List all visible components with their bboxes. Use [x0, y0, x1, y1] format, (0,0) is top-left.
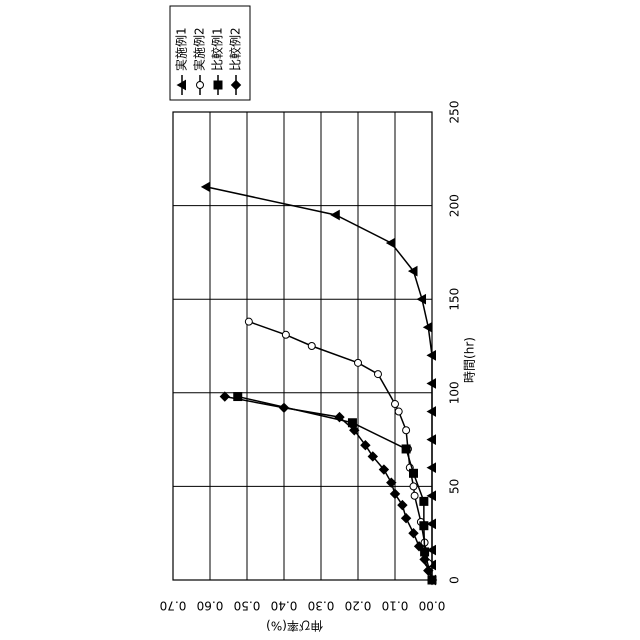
series-line — [206, 187, 432, 580]
marker — [308, 343, 315, 350]
marker — [409, 529, 418, 538]
y-tick-label: 0.40 — [271, 599, 298, 613]
marker — [410, 483, 417, 490]
y-tick-label: 0.70 — [160, 599, 187, 613]
x-tick-label: 0 — [448, 576, 462, 584]
plot-frame — [173, 112, 432, 580]
y-axis-label: 伸び率(%) — [266, 619, 323, 634]
y-tick-label: 0.00 — [419, 599, 446, 613]
x-axis-label: 時間(hr) — [463, 337, 477, 383]
marker — [280, 403, 289, 412]
marker — [387, 239, 395, 248]
y-tick-label: 0.50 — [234, 599, 261, 613]
marker — [331, 210, 339, 219]
marker — [214, 81, 222, 89]
y-tick-label: 0.60 — [197, 599, 224, 613]
chart: 0.00 0.10 0.20 0.30 0.40 0.50 0.60 0.70 0 50 100 15… — [0, 0, 640, 640]
marker — [420, 522, 428, 530]
marker — [282, 331, 289, 338]
x-tick-label: 150 — [448, 288, 462, 311]
marker — [245, 318, 252, 325]
legend-label: 比較例1 — [210, 27, 225, 71]
marker — [410, 469, 418, 477]
marker — [220, 392, 229, 401]
x-tick-label: 250 — [448, 101, 462, 124]
marker — [355, 359, 362, 366]
x-tick-label: 200 — [448, 194, 462, 217]
rotated-chart: 0.00 0.10 0.20 0.30 0.40 0.50 0.60 0.70 0 50 100 15… — [160, 6, 477, 634]
y-tick-label: 0.20 — [345, 599, 372, 613]
x-tick-label: 100 — [448, 381, 462, 404]
marker — [420, 497, 428, 505]
marker — [398, 501, 407, 510]
marker — [402, 445, 410, 453]
marker — [403, 427, 410, 434]
marker — [392, 401, 399, 408]
series-line — [225, 397, 432, 580]
x-tick-label: 50 — [448, 479, 462, 494]
legend-label: 比較例2 — [228, 27, 243, 71]
y-tick-label: 0.10 — [382, 599, 409, 613]
marker — [197, 82, 204, 89]
marker — [402, 514, 411, 523]
legend-label: 実施例2 — [192, 27, 207, 71]
marker — [391, 489, 400, 498]
marker — [374, 371, 381, 378]
legend-label: 実施例1 — [174, 27, 189, 71]
marker — [411, 492, 418, 499]
marker — [202, 182, 210, 191]
marker — [387, 478, 396, 487]
y-tick-label: 0.30 — [308, 599, 335, 613]
marker — [395, 408, 402, 415]
